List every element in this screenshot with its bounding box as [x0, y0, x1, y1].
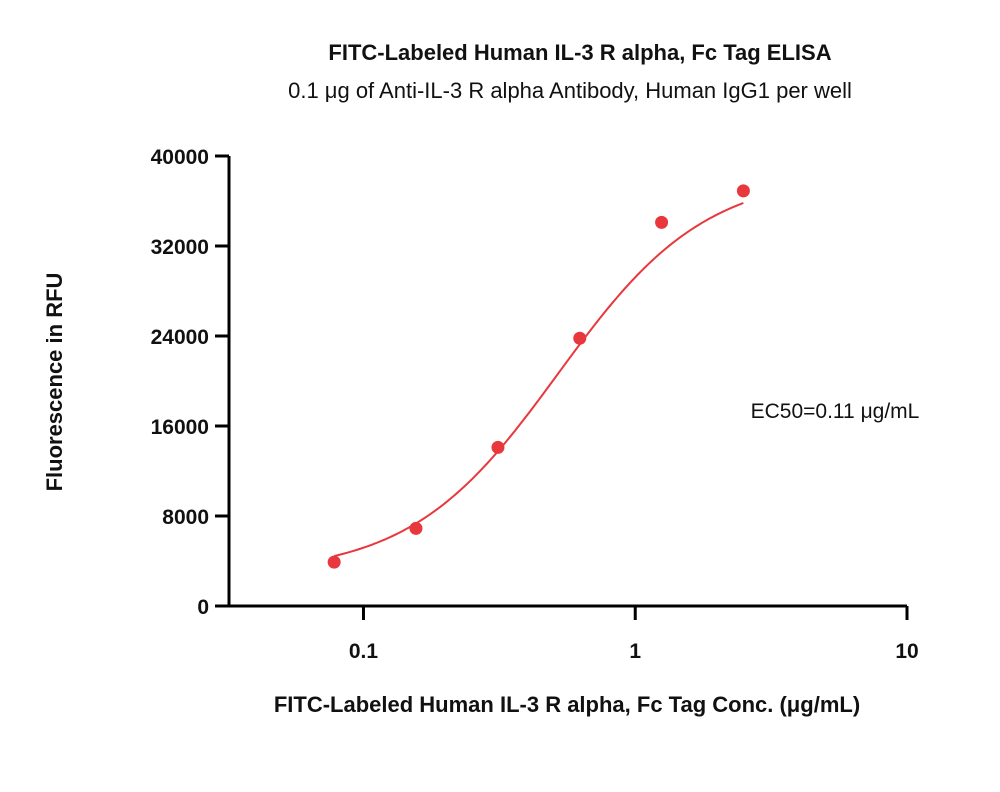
- x-tick-label: 1: [629, 640, 641, 663]
- y-ticks: 0 8000 16000 24000 32000 40000: [151, 146, 229, 619]
- y-tick-label: 24000: [151, 326, 209, 349]
- y-tick-label: 32000: [151, 236, 209, 259]
- data-point: [736, 184, 750, 198]
- x-ticks: 0.1 1 10: [349, 606, 919, 663]
- chart-title: FITC-Labeled Human IL-3 R alpha, Fc Tag …: [328, 40, 831, 65]
- data-point: [409, 521, 423, 535]
- y-axis-label: Fluorescence in RFU: [42, 273, 67, 492]
- data-point: [327, 555, 341, 569]
- data-point: [655, 215, 669, 229]
- y-axis-label-group: Fluorescence in RFU: [42, 273, 67, 492]
- ec50-annotation: EC50=0.11 μg/mL: [751, 400, 920, 423]
- fit-curve: [333, 202, 744, 558]
- y-tick-label: 8000: [162, 506, 209, 529]
- y-tick-label: 16000: [151, 416, 209, 439]
- y-tick-label: 0: [197, 596, 209, 619]
- data-points: [327, 184, 750, 569]
- chart-subtitle: 0.1 μg of Anti-IL-3 R alpha Antibody, Hu…: [288, 78, 852, 103]
- x-axis-label: FITC-Labeled Human IL-3 R alpha, Fc Tag …: [274, 692, 860, 717]
- data-point: [491, 440, 505, 454]
- data-point: [573, 331, 587, 345]
- y-tick-label: 40000: [151, 146, 209, 169]
- x-tick-label: 10: [895, 640, 918, 663]
- x-tick-label: 0.1: [349, 640, 379, 663]
